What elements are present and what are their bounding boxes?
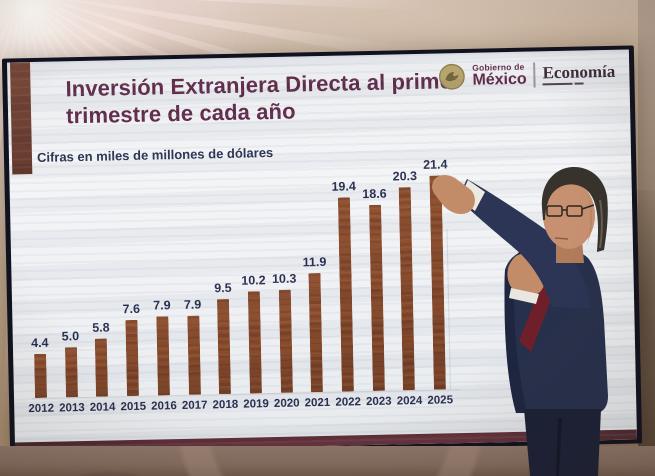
bar-2016 bbox=[156, 316, 170, 396]
presenter bbox=[432, 166, 608, 476]
bar-2012 bbox=[34, 353, 48, 399]
mexico-label: México bbox=[472, 70, 527, 90]
presenter-face-shading bbox=[586, 190, 592, 246]
presenter-right-cuff bbox=[509, 288, 539, 304]
bar-2023 bbox=[368, 204, 385, 391]
presenter-face bbox=[543, 181, 595, 249]
bar-value-label: 5.8 bbox=[92, 320, 110, 335]
presenter-trousers bbox=[524, 409, 601, 476]
mexico-eagle-icon bbox=[438, 63, 465, 90]
title-accent-bar bbox=[9, 62, 33, 175]
bar-value-label: 18.6 bbox=[362, 186, 387, 202]
economia-lockup: Economía bbox=[542, 61, 616, 86]
presenter-suit-shading bbox=[504, 266, 527, 413]
bar-2017 bbox=[186, 315, 201, 395]
bar-value-label: 10.3 bbox=[271, 271, 297, 287]
slide: Inversión Extranjera Directa al primer t… bbox=[6, 49, 638, 453]
presenter-pointing-arm bbox=[458, 179, 591, 308]
bar-2022 bbox=[337, 197, 354, 392]
bar-2021 bbox=[308, 273, 324, 393]
presenter-glasses bbox=[546, 204, 595, 217]
presenter-hair-gray bbox=[599, 199, 603, 249]
trouser-crease bbox=[556, 418, 562, 476]
brand-lockup: Gobierno de México Economía bbox=[438, 60, 616, 91]
bar-value-label: 7.9 bbox=[183, 297, 202, 312]
presentation-screen: Inversión Extranjera Directa al primer t… bbox=[1, 45, 643, 457]
economia-tagline-bars bbox=[542, 82, 616, 86]
bar-2013 bbox=[64, 347, 78, 398]
brand-divider bbox=[533, 62, 536, 88]
bar-2020 bbox=[278, 289, 293, 393]
economia-label: Economía bbox=[542, 61, 616, 83]
presenter-pointing-hand bbox=[432, 174, 475, 215]
presenter-mouth bbox=[554, 237, 569, 240]
presenter-hair bbox=[541, 166, 608, 252]
bar-2018 bbox=[217, 298, 232, 395]
bar-value-label: 11.9 bbox=[302, 254, 327, 270]
chart-units-note: Cifras en miles de millones de dólares bbox=[36, 145, 274, 165]
gobierno-de-mexico-label: Gobierno de México bbox=[472, 61, 527, 90]
wall-right-of-screen bbox=[638, 0, 655, 476]
bar-2015 bbox=[125, 319, 140, 397]
bar-2019 bbox=[247, 291, 262, 394]
bar-2014 bbox=[95, 338, 109, 397]
